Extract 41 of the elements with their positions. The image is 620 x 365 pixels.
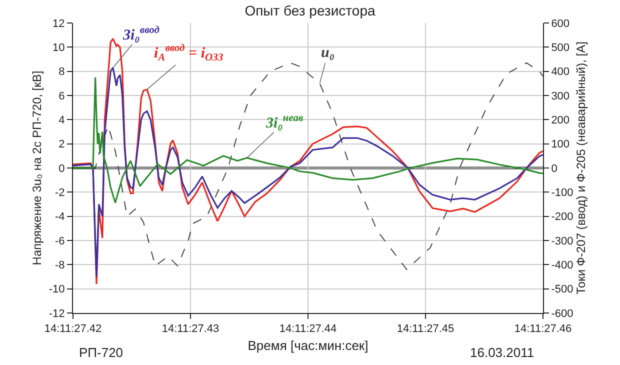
text: РП-720 — [79, 345, 124, 360]
y2-axis-title: Токи Ф-207 (ввод) и Ф-205 (неаварийный), [А] — [574, 42, 588, 294]
y-tick-label: 12 — [52, 18, 65, 30]
x-tick-label: 14:11:27.42 — [44, 323, 102, 336]
y-tick-label: 10 — [52, 42, 65, 54]
y-tick-label: -8 — [55, 260, 65, 272]
chart-title: Опыт без резистора — [244, 2, 376, 18]
y-tick-label: 4 — [58, 114, 65, 127]
y-tick-label: -4 — [55, 211, 65, 224]
y2-tick-label: -500 — [551, 284, 574, 296]
y2-tick-label: -100 — [551, 187, 574, 200]
series-label: u₀ — [321, 45, 335, 61]
y-tick-label: -12 — [48, 308, 65, 320]
x-tick-label: 14:11:27.45 — [396, 323, 454, 336]
y-tick-label: 6 — [58, 90, 65, 102]
x-tick-label: 14:11:27.44 — [279, 323, 337, 336]
x-tick-label: 14:11:27.46 — [514, 323, 572, 336]
y-tick-label: 8 — [58, 66, 65, 78]
y-tick-label: 2 — [58, 138, 65, 151]
y-tick-label: 0 — [58, 162, 65, 175]
y2-tick-label: -200 — [551, 211, 574, 224]
y2-tick-label: -400 — [551, 260, 574, 272]
text: 16.03.2011 — [470, 345, 534, 360]
y-tick-label: -10 — [48, 284, 65, 296]
y-tick-label: -2 — [55, 187, 65, 200]
y2-tick-label: 300 — [551, 90, 570, 102]
x-axis-title: Время [час:мин:сек] — [248, 338, 368, 353]
y2-tick-label: -300 — [551, 235, 574, 248]
series-label: i$_{A}$$^{ввод}$ = i$_{ОЗЗ}$ — [154, 43, 224, 64]
y-axis-title: Напряжение 3u₀ на 2с РП-720, [кВ] — [30, 70, 44, 266]
y2-tick-label: 400 — [551, 66, 570, 78]
y2-tick-label: 600 — [551, 18, 570, 30]
y2-tick-label: -600 — [551, 308, 574, 320]
y2-tick-label: 500 — [551, 42, 570, 54]
x-tick-label: 14:11:27.43 — [162, 323, 220, 336]
text: 3i₀$^{неав}$ — [265, 113, 304, 132]
y2-tick-label: 100 — [551, 138, 570, 151]
y2-tick-label: 0 — [551, 162, 558, 175]
series-label: 3i₀$^{ввод}$ — [122, 25, 160, 44]
y-tick-label: -6 — [55, 235, 65, 248]
y2-tick-label: 200 — [551, 114, 570, 127]
